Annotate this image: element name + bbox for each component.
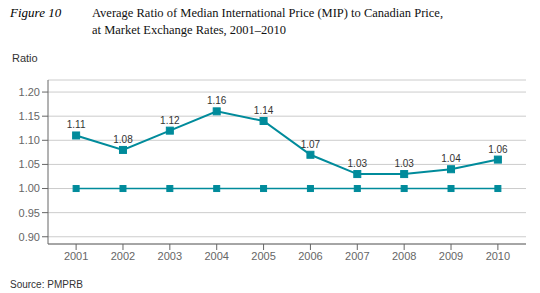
svg-text:1.11: 1.11 bbox=[67, 119, 86, 130]
svg-text:1.10: 1.10 bbox=[19, 134, 40, 146]
html-text:Source: PMPRB: Source: PMPRB bbox=[10, 279, 83, 290]
svg-text:2009: 2009 bbox=[439, 250, 463, 262]
svg-text:0.90: 0.90 bbox=[19, 231, 40, 243]
svg-text:2001: 2001 bbox=[64, 250, 88, 262]
svg-text:1.14: 1.14 bbox=[254, 105, 274, 116]
svg-text:1.07: 1.07 bbox=[301, 139, 321, 150]
svg-text:1.06: 1.06 bbox=[488, 144, 508, 155]
svg-text:2005: 2005 bbox=[251, 250, 275, 262]
svg-text:2003: 2003 bbox=[158, 250, 182, 262]
svg-text:1.05: 1.05 bbox=[19, 158, 40, 170]
svg-text:2007: 2007 bbox=[345, 250, 369, 262]
html-text:Figure 10: Figure 10 bbox=[10, 5, 62, 20]
svg-text:1.15: 1.15 bbox=[19, 110, 40, 122]
svg-text:2008: 2008 bbox=[392, 250, 416, 262]
svg-text:1.08: 1.08 bbox=[113, 134, 133, 145]
svg-text:1.12: 1.12 bbox=[160, 115, 180, 126]
svg-text:1.00: 1.00 bbox=[19, 182, 40, 194]
svg-text:1.03: 1.03 bbox=[348, 158, 368, 169]
svg-text:1.03: 1.03 bbox=[394, 158, 414, 169]
html-text:Average Ratio of Median Intern: Average Ratio of Median International Pr… bbox=[92, 6, 443, 20]
svg-text:2004: 2004 bbox=[204, 250, 228, 262]
svg-text:2006: 2006 bbox=[298, 250, 322, 262]
svg-text:1.20: 1.20 bbox=[19, 86, 40, 98]
svg-text:1.04: 1.04 bbox=[441, 153, 461, 164]
svg-text:1.16: 1.16 bbox=[207, 95, 227, 106]
html-text:at Market Exchange Rates, 2001: at Market Exchange Rates, 2001–2010 bbox=[92, 23, 286, 37]
html-text:Ratio: Ratio bbox=[12, 52, 38, 64]
svg-text:0.95: 0.95 bbox=[19, 207, 40, 219]
svg-text:2010: 2010 bbox=[486, 250, 510, 262]
svg-text:2002: 2002 bbox=[111, 250, 135, 262]
